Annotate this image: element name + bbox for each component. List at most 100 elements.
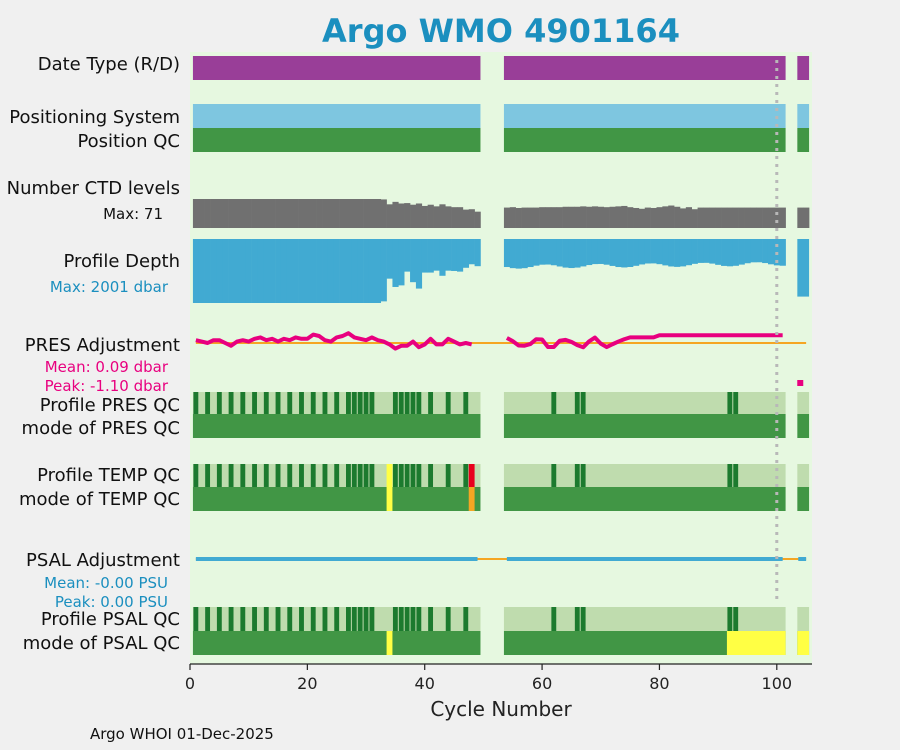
depth-bar-9 — [239, 239, 247, 303]
mode-psal-qc-flag-104 — [797, 631, 810, 655]
ctd-bar-57 — [521, 207, 528, 228]
ctd-bar-29 — [357, 199, 364, 228]
ctd-bar-21 — [310, 199, 317, 228]
mode-pres-qc-band-0 — [192, 414, 481, 438]
mode-psal-qc-band-0 — [192, 631, 481, 655]
profile-psal-qc-dark-13 — [263, 607, 269, 631]
ctd-bar-66 — [574, 206, 581, 228]
profile-psal-qc-dark-93 — [733, 607, 739, 631]
ctd-bar-73 — [615, 206, 622, 228]
depth-bar-10 — [245, 239, 252, 303]
ctd-bar-77 — [638, 208, 646, 228]
profile-temp-qc-dark-37 — [404, 464, 410, 487]
depth-bar-97 — [756, 239, 763, 263]
profile-psal-qc-dark-7 — [228, 607, 234, 631]
mode-temp-qc-flag-48 — [468, 487, 475, 511]
ctd-bar-91 — [721, 207, 728, 228]
profile-pres-qc-dark-92 — [727, 392, 733, 414]
profile-psal-qc-dark-28 — [351, 607, 357, 631]
depth-bar-49 — [474, 239, 481, 267]
x-axis-label: Cycle Number — [430, 697, 572, 721]
ctd-bar-23 — [322, 199, 329, 228]
x-tick-label-80: 80 — [649, 674, 669, 693]
ctd-bar-22 — [316, 199, 323, 228]
x-tick-label-60: 60 — [532, 674, 552, 693]
depth-max-annotation: Max: 2001 dbar — [50, 278, 169, 296]
label-date-type: Date Type (R/D) — [38, 54, 180, 75]
profile-temp-qc-dark-1 — [193, 464, 199, 487]
mode-pres-qc-band-1 — [503, 414, 786, 438]
depth-bar-40 — [421, 239, 428, 273]
psal-mean-annotation: Mean: -0.00 PSU — [44, 574, 168, 592]
plot-layers — [192, 56, 810, 655]
depth-bar-64 — [562, 239, 569, 268]
ctd-bar-55 — [509, 207, 516, 228]
profile-psal-qc-dark-67 — [580, 607, 586, 631]
ctd-bar-63 — [556, 207, 563, 228]
ctd-bar-93 — [732, 207, 739, 228]
profile-pres-qc-dark-28 — [351, 392, 357, 414]
ctd-bar-59 — [533, 207, 540, 228]
depth-bar-54 — [503, 239, 511, 268]
ctd-bar-16 — [280, 199, 288, 228]
depth-bar-98 — [762, 239, 769, 264]
profile-psal-qc-dark-21 — [310, 607, 316, 631]
profile-pres-qc-dark-39 — [416, 392, 422, 414]
ctd-bar-104 — [797, 207, 804, 228]
label-profile-depth: Profile Depth — [63, 251, 180, 272]
ctd-bar-98 — [762, 207, 769, 228]
ctd-bar-10 — [245, 199, 252, 228]
profile-psal-qc-dark-27 — [346, 607, 351, 631]
profile-temp-qc-dark-38 — [410, 464, 416, 487]
profile-psal-qc-dark-23 — [322, 607, 328, 631]
positioning-band-2 — [797, 104, 810, 128]
profile-temp-qc-dark-17 — [287, 464, 293, 487]
x-tick-label-100: 100 — [762, 674, 793, 693]
ctd-max-annotation: Max: 71 — [103, 205, 163, 223]
pres-adjustment-line-1 — [195, 331, 473, 351]
ctd-bar-38 — [410, 204, 417, 228]
depth-bar-80 — [656, 239, 663, 265]
profile-temp-qc-dark-44 — [445, 464, 451, 487]
depth-bar-22 — [316, 239, 323, 303]
depth-bar-83 — [674, 239, 681, 267]
footer-credit: Argo WHOI 01-Dec-2025 — [90, 725, 274, 743]
profile-psal-qc-dark-9 — [240, 607, 246, 631]
label-positioning-system: Positioning System — [9, 107, 180, 128]
ctd-bar-78 — [644, 207, 651, 228]
position-qc-band-0 — [192, 128, 481, 152]
mode-temp-qc-band-0 — [192, 487, 481, 511]
profile-temp-qc-dark-28 — [351, 464, 357, 487]
profile-temp-qc-dark-41 — [428, 464, 434, 487]
profile-psal-qc-dark-41 — [428, 607, 434, 631]
depth-bar-24 — [327, 239, 335, 303]
profile-psal-qc-dark-5 — [216, 607, 222, 631]
profile-pres-qc-dark-25 — [334, 392, 340, 414]
ctd-bar-1 — [192, 199, 200, 228]
depth-bar-69 — [591, 239, 599, 265]
ctd-bar-68 — [586, 206, 593, 228]
profile-pres-qc-dark-27 — [346, 392, 351, 414]
depth-bar-38 — [410, 239, 417, 283]
ctd-bar-74 — [621, 205, 628, 228]
label-pres-adjustment: PRES Adjustment — [25, 335, 180, 356]
ctd-bar-18 — [292, 199, 299, 228]
label-profile-pres-qc: Profile PRES QC — [40, 395, 180, 416]
pres-adjustment-peak-marker — [797, 380, 804, 386]
ctd-bar-61 — [545, 207, 552, 228]
pres-mean-annotation: Mean: 0.09 dbar — [45, 358, 169, 376]
profile-pres-qc-dark-66 — [574, 392, 580, 414]
depth-bar-65 — [568, 239, 575, 269]
profile-psal-qc-dark-3 — [205, 607, 211, 631]
profile-temp-qc-dark-67 — [580, 464, 586, 487]
profile-psal-qc-dark-62 — [551, 607, 557, 631]
label-mode-temp-qc: mode of TEMP QC — [19, 489, 180, 510]
pres-peak-annotation: Peak: -1.10 dbar — [45, 377, 169, 395]
profile-temp-qc-dark-7 — [228, 464, 234, 487]
depth-bar-1 — [192, 239, 200, 303]
ctd-bar-97 — [756, 207, 763, 228]
x-tick-label-20: 20 — [297, 674, 317, 693]
profile-pres-qc-dark-23 — [322, 392, 328, 414]
depth-bar-18 — [292, 239, 299, 303]
